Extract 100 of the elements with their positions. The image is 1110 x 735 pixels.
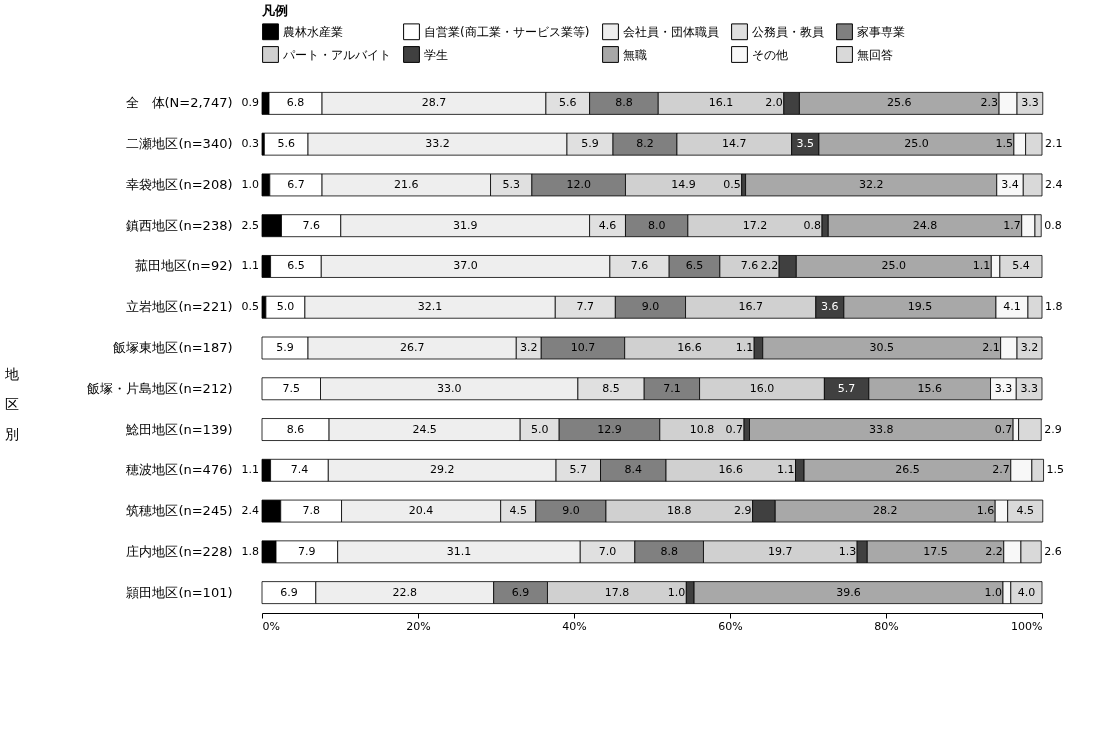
data-label: 0.5 bbox=[723, 177, 741, 191]
y-tick-label: 立岩地区(n=221) bbox=[126, 299, 233, 315]
y-tick-label: 幸袋地区(n=208) bbox=[126, 176, 233, 192]
data-label: 10.7 bbox=[570, 341, 596, 354]
data-label: 8.6 bbox=[286, 422, 305, 436]
data-label: 7.9 bbox=[298, 544, 316, 558]
data-label: 12.9 bbox=[597, 422, 622, 436]
data-label: 4.5 bbox=[509, 504, 527, 518]
data-label: 25.0 bbox=[881, 259, 907, 273]
legend-label: 無職 bbox=[623, 47, 647, 62]
y-tick-label: 穂波地区(n=476) bbox=[126, 462, 233, 478]
data-label: 1.1 bbox=[735, 341, 754, 354]
data-label: 1.1 bbox=[241, 259, 259, 273]
x-tick-label: 100% bbox=[1011, 619, 1043, 633]
data-label: 16.6 bbox=[718, 463, 744, 477]
y-tick-label: 筑穂地区(n=245) bbox=[126, 503, 233, 519]
data-label: 0.7 bbox=[725, 422, 744, 436]
data-label: 2.9 bbox=[734, 504, 752, 518]
legend-label: 会社員・団体職員 bbox=[623, 24, 719, 39]
data-label: 9.0 bbox=[562, 504, 580, 518]
data-label: 14.9 bbox=[671, 177, 696, 191]
data-label: 0.3 bbox=[241, 137, 259, 151]
legend-label: 農林水産業 bbox=[283, 24, 343, 39]
data-label: 4.1 bbox=[1003, 300, 1021, 314]
data-label: 4.0 bbox=[1017, 585, 1036, 599]
data-label: 5.7 bbox=[837, 381, 856, 395]
data-label: 16.7 bbox=[738, 300, 763, 314]
data-label: 1.5 bbox=[995, 137, 1013, 151]
data-label: 7.7 bbox=[576, 300, 595, 314]
data-label: 33.0 bbox=[436, 381, 462, 395]
data-label: 7.0 bbox=[598, 544, 617, 558]
x-tick-label: 0% bbox=[262, 619, 280, 633]
data-label: 6.8 bbox=[286, 96, 305, 110]
data-label: 1.1 bbox=[241, 463, 259, 477]
data-label: 18.8 bbox=[667, 504, 692, 518]
data-label: 2.1 bbox=[982, 341, 1000, 354]
data-label: 17.2 bbox=[742, 218, 768, 232]
data-label: 22.8 bbox=[392, 585, 417, 599]
legend-title: 凡例 bbox=[261, 3, 288, 18]
data-label: 10.8 bbox=[689, 422, 715, 436]
data-label: 28.2 bbox=[872, 504, 898, 518]
data-label: 7.4 bbox=[290, 463, 309, 477]
data-label: 7.6 bbox=[740, 259, 759, 273]
legend-label: パート・アルバイト bbox=[282, 47, 391, 62]
data-label: 8.0 bbox=[647, 218, 666, 232]
data-label: 25.6 bbox=[887, 96, 912, 110]
data-label: 8.8 bbox=[660, 544, 678, 558]
data-label: 3.2 bbox=[1020, 341, 1039, 354]
legend-label: その他 bbox=[752, 47, 788, 62]
data-label: 1.6 bbox=[976, 504, 995, 518]
legend-label: 公務員・教員 bbox=[752, 24, 824, 39]
y-tick-label: 鯰田地区(n=139) bbox=[126, 421, 233, 437]
x-tick-label: 20% bbox=[406, 619, 431, 633]
data-label: 2.6 bbox=[1044, 544, 1062, 558]
data-label: 0.8 bbox=[1044, 218, 1062, 232]
data-label: 24.5 bbox=[412, 422, 437, 436]
data-label: 1.3 bbox=[838, 544, 857, 558]
data-label: 8.4 bbox=[624, 463, 643, 477]
data-label: 21.6 bbox=[394, 177, 419, 191]
data-label: 26.5 bbox=[895, 463, 920, 477]
data-label: 2.1 bbox=[1045, 137, 1063, 151]
data-label: 20.4 bbox=[408, 504, 434, 518]
data-label: 25.0 bbox=[904, 137, 929, 151]
data-label: 16.1 bbox=[708, 96, 734, 110]
data-label: 2.7 bbox=[992, 463, 1010, 477]
x-tick-label: 60% bbox=[718, 619, 743, 633]
data-label: 33.2 bbox=[425, 137, 450, 151]
data-label: 5.6 bbox=[559, 96, 577, 110]
data-label: 31.9 bbox=[452, 218, 478, 232]
data-label: 19.7 bbox=[768, 544, 793, 558]
data-label: 0.5 bbox=[241, 300, 259, 314]
text: 地区別 bbox=[4, 365, 19, 442]
y-tick-label: 頴田地区(n=101) bbox=[126, 584, 233, 600]
data-label: 1.0 bbox=[241, 177, 259, 191]
data-label: 6.9 bbox=[280, 585, 298, 599]
y-tick-label: 飯塚・片島地区(n=212) bbox=[87, 380, 233, 396]
data-label: 5.0 bbox=[530, 422, 549, 436]
data-label: 3.2 bbox=[520, 341, 538, 354]
data-label: 1.8 bbox=[241, 544, 259, 558]
data-label: 5.7 bbox=[569, 463, 588, 477]
data-label: 16.6 bbox=[677, 341, 702, 354]
data-label: 19.5 bbox=[907, 300, 933, 314]
data-label: 3.3 bbox=[994, 381, 1013, 395]
data-label: 1.7 bbox=[1003, 218, 1021, 232]
data-label: 1.0 bbox=[667, 585, 686, 599]
data-label: 17.5 bbox=[923, 544, 948, 558]
data-label: 2.2 bbox=[985, 544, 1003, 558]
data-label: 5.0 bbox=[276, 300, 295, 314]
x-tick-label: 40% bbox=[562, 619, 587, 633]
data-label: 30.5 bbox=[869, 341, 894, 354]
data-label: 29.2 bbox=[429, 463, 455, 477]
data-label: 3.3 bbox=[1021, 96, 1039, 110]
data-label: 24.8 bbox=[912, 218, 938, 232]
data-label: 6.5 bbox=[685, 259, 704, 273]
data-label: 4.6 bbox=[598, 218, 617, 232]
data-label: 2.5 bbox=[241, 218, 259, 232]
data-label: 2.0 bbox=[765, 96, 783, 110]
y-tick-label: 菰田地区(n=92) bbox=[134, 258, 233, 274]
data-label: 14.7 bbox=[722, 137, 747, 151]
data-label: 15.6 bbox=[917, 381, 942, 395]
